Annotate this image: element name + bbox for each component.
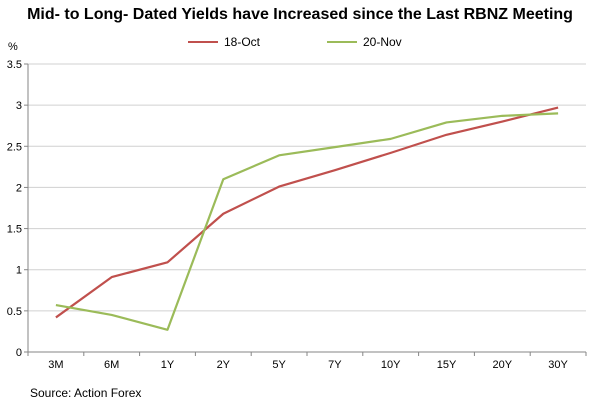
x-tick-label: 7Y	[328, 359, 342, 371]
chart-title: Mid- to Long- Dated Yields have Increase…	[27, 6, 573, 23]
series-line-20-nov	[55, 112, 559, 331]
x-tick-label: 6M	[104, 359, 119, 371]
y-tick-label: 1	[16, 265, 22, 277]
legend-label-20-nov: 20-Nov	[363, 35, 402, 49]
y-tick-label: 3.5	[7, 59, 22, 71]
x-tick-label: 20Y	[493, 359, 513, 371]
x-tick-label: 1Y	[161, 359, 175, 371]
series-line-18-oct	[55, 106, 559, 319]
y-tick-label: 2.5	[7, 141, 22, 153]
y-tick-label: 1.5	[7, 224, 22, 236]
y-tick-label: 0	[16, 347, 22, 359]
x-tick-label: 5Y	[272, 359, 286, 371]
y-tick-label: 2	[16, 182, 22, 194]
x-tick-label: 10Y	[381, 359, 401, 371]
legend-label-18-oct: 18-Oct	[224, 35, 261, 49]
y-axis-unit-label: %	[8, 41, 18, 53]
x-tick-label: 2Y	[217, 359, 231, 371]
y-tick-label: 0.5	[7, 306, 22, 318]
y-tick-label: 3	[16, 100, 22, 112]
source-note: Source: Action Forex	[30, 386, 142, 400]
x-tick-label: 15Y	[437, 359, 457, 371]
x-tick-label: 30Y	[548, 359, 568, 371]
x-tick-label: 3M	[48, 359, 63, 371]
